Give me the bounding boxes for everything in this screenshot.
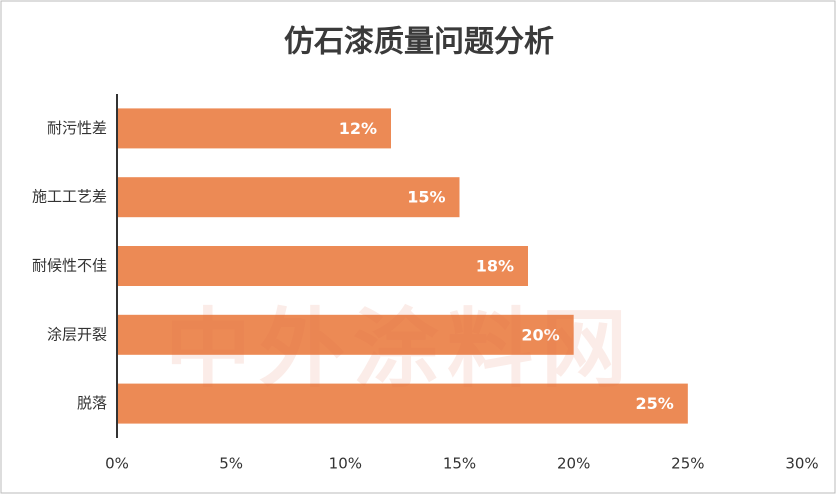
y-tick-label: 耐污性差 bbox=[47, 119, 107, 137]
x-tick-label: 5% bbox=[219, 455, 243, 473]
value-label: 18% bbox=[476, 257, 514, 276]
bar bbox=[117, 177, 460, 218]
x-tick-label: 0% bbox=[105, 455, 129, 473]
y-tick-label: 脱落 bbox=[77, 394, 107, 412]
bar bbox=[117, 246, 528, 286]
x-tick-label: 20% bbox=[557, 455, 590, 473]
y-tick-label: 施工工艺差 bbox=[32, 188, 107, 206]
x-tick-label: 15% bbox=[443, 455, 476, 473]
x-tick-label: 25% bbox=[671, 455, 704, 473]
x-tick-label: 30% bbox=[785, 455, 818, 473]
y-tick-label: 涂层开裂 bbox=[47, 325, 107, 343]
value-label: 15% bbox=[407, 188, 445, 207]
value-label: 20% bbox=[521, 325, 559, 344]
x-tick-label: 10% bbox=[329, 455, 362, 473]
bar bbox=[117, 383, 688, 424]
watermark: 中外涂料网 bbox=[165, 299, 635, 399]
y-tick-label: 耐候性不佳 bbox=[32, 257, 107, 275]
bar bbox=[117, 314, 574, 355]
value-label: 25% bbox=[636, 394, 674, 413]
chart-title: 仿石漆质量问题分析 bbox=[284, 25, 554, 60]
value-label: 12% bbox=[339, 119, 377, 138]
bar bbox=[117, 108, 391, 149]
